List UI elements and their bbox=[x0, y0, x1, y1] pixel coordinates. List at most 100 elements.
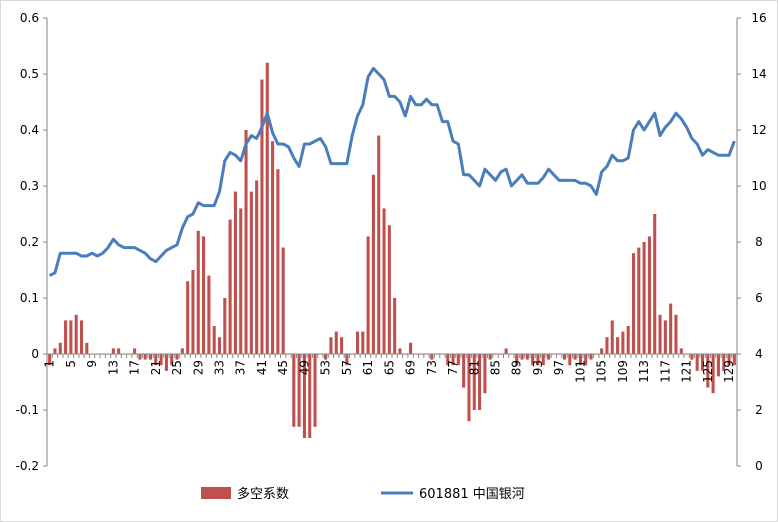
x-tick-label: 13 bbox=[106, 360, 120, 375]
line-601881 bbox=[48, 66, 736, 277]
x-tick-label: 97 bbox=[552, 360, 566, 375]
bar-21 bbox=[154, 354, 158, 366]
bar-42 bbox=[265, 62, 269, 355]
bar-79 bbox=[462, 354, 466, 388]
bar-116 bbox=[658, 314, 662, 354]
bar-30 bbox=[202, 236, 206, 354]
bar-91 bbox=[525, 354, 529, 360]
bar-118 bbox=[669, 303, 673, 354]
x-tick-label: 69 bbox=[404, 360, 418, 375]
right-tick-label: 0 bbox=[755, 459, 763, 473]
x-tick-label: 101 bbox=[573, 360, 587, 383]
x-tick-label: 81 bbox=[467, 360, 481, 375]
right-tick-label: 4 bbox=[755, 347, 763, 361]
bar-122 bbox=[690, 354, 694, 360]
bar-100 bbox=[573, 354, 577, 360]
bar-80 bbox=[467, 354, 471, 422]
bar-26 bbox=[180, 348, 184, 354]
bar-17 bbox=[133, 348, 137, 354]
bar-51 bbox=[313, 354, 317, 427]
bar-94 bbox=[541, 354, 545, 366]
bar-61 bbox=[366, 236, 370, 354]
bar-65 bbox=[387, 225, 391, 354]
bar-123 bbox=[695, 354, 699, 371]
left-tick-label: -0.1 bbox=[16, 403, 39, 417]
bar-5 bbox=[69, 320, 73, 354]
right-tick-label: 2 bbox=[755, 403, 763, 417]
left-tick-label: 0 bbox=[31, 347, 39, 361]
bar-29 bbox=[196, 230, 200, 354]
bar-129 bbox=[727, 354, 731, 366]
bar-101 bbox=[578, 354, 582, 366]
bar-89 bbox=[515, 354, 519, 366]
bar-35 bbox=[228, 219, 232, 354]
right-axis-ticks: 0 2 4 6 8 10 12 14 16 bbox=[737, 11, 767, 473]
x-tick-label: 117 bbox=[658, 360, 672, 383]
left-tick-label: 0.5 bbox=[20, 67, 39, 81]
bar-7 bbox=[79, 320, 84, 354]
bar-92 bbox=[531, 354, 535, 366]
x-tick-label: 113 bbox=[637, 360, 651, 383]
bar-98 bbox=[562, 354, 567, 360]
bar-33 bbox=[217, 337, 222, 354]
bar-54 bbox=[329, 337, 333, 354]
bar-24 bbox=[170, 354, 174, 366]
left-tick-label: 0.2 bbox=[20, 235, 39, 249]
legend: 多空系数 601881 中国银河 bbox=[201, 486, 525, 502]
right-tick-label: 6 bbox=[755, 291, 763, 305]
bar-109 bbox=[621, 331, 625, 354]
x-tick-label: 33 bbox=[213, 360, 227, 375]
right-tick-label: 14 bbox=[751, 67, 766, 81]
left-axis-ticks: -0.2 -0.1 0 0.1 0.2 0.3 0.4 0.5 0.6 bbox=[16, 11, 47, 473]
x-tick-label: 73 bbox=[425, 360, 439, 375]
bar-99 bbox=[568, 354, 572, 366]
bar-67 bbox=[398, 348, 402, 354]
bar-106 bbox=[605, 337, 609, 354]
x-tick-label: 121 bbox=[680, 360, 694, 383]
bar-73 bbox=[430, 354, 434, 360]
axes bbox=[46, 18, 738, 466]
bar-107 bbox=[610, 320, 614, 354]
x-axis-ticks: 1 5 9 13 17 21 25 29 33 37 41 45 49 53 57 61 65 69 73 77 81 8… bbox=[43, 360, 736, 383]
bar-40 bbox=[255, 180, 259, 354]
bar-102 bbox=[584, 354, 588, 366]
bar-series bbox=[48, 62, 736, 438]
x-tick-label: 89 bbox=[510, 360, 524, 375]
bar-76 bbox=[446, 354, 450, 366]
bar-103 bbox=[589, 354, 593, 360]
bar-69 bbox=[409, 342, 413, 354]
bar-23 bbox=[164, 354, 168, 371]
bar-77 bbox=[451, 354, 455, 366]
bar-126 bbox=[711, 354, 715, 394]
bar-78 bbox=[456, 354, 460, 366]
bar-22 bbox=[159, 354, 163, 366]
right-tick-label: 16 bbox=[751, 11, 766, 25]
x-tick-label: 129 bbox=[722, 360, 736, 383]
bar-125 bbox=[706, 354, 710, 388]
bar-19 bbox=[143, 354, 147, 360]
bar-60 bbox=[361, 331, 365, 354]
x-tick-label: 57 bbox=[340, 360, 354, 375]
bar-48 bbox=[297, 354, 301, 427]
bar-6 bbox=[74, 314, 78, 354]
bar-90 bbox=[520, 354, 524, 360]
bar-18 bbox=[138, 354, 142, 360]
bar-31 bbox=[207, 275, 211, 354]
left-tick-label: 0.6 bbox=[20, 11, 39, 25]
bar-2 bbox=[53, 348, 57, 354]
bar-95 bbox=[547, 354, 551, 360]
left-tick-label: 0.4 bbox=[20, 123, 39, 137]
bar-4 bbox=[64, 320, 68, 354]
x-tick-label: 5 bbox=[64, 360, 78, 368]
bar-39 bbox=[249, 191, 253, 354]
bar-81 bbox=[472, 354, 476, 410]
right-tick-label: 8 bbox=[755, 235, 763, 249]
x-tick-label: 109 bbox=[616, 360, 630, 383]
bar-55 bbox=[334, 331, 338, 354]
x-tick-label: 45 bbox=[276, 360, 290, 375]
x-tick-label: 25 bbox=[170, 360, 184, 375]
bar-44 bbox=[276, 169, 280, 354]
line-series bbox=[48, 66, 736, 277]
x-tick-label: 53 bbox=[319, 360, 333, 375]
bar-43 bbox=[271, 141, 275, 354]
